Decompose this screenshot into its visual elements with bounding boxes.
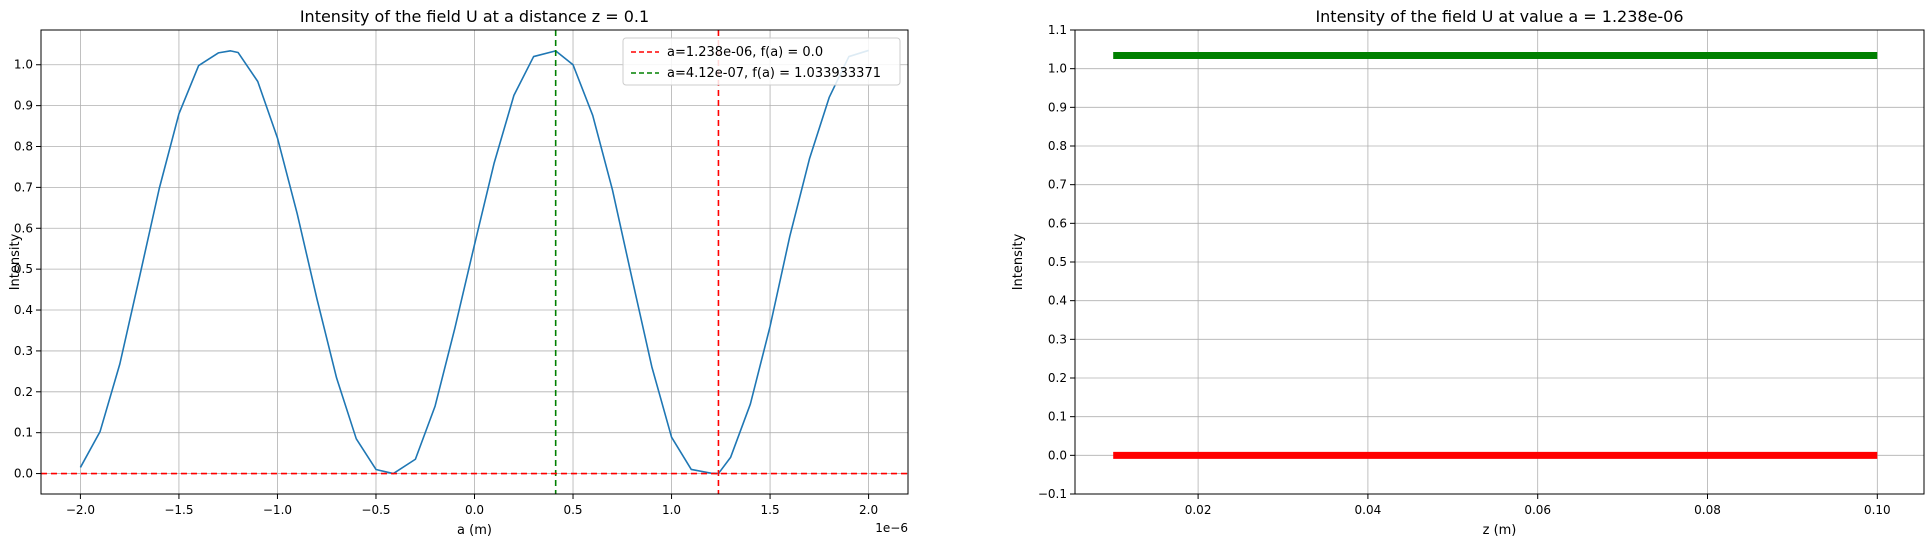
legend-label-green: a=4.12e-07, f(a) = 1.033933371 — [667, 66, 881, 81]
intensity-vs-a-chart: −2.0 −1.5 −1.0 −0.5 0.0 0.5 1.0 1.5 2.0 0.00.10.… — [8, 7, 909, 538]
y-tick-label: 1.1 — [1048, 23, 1067, 37]
x-tick-label: 0.04 — [1355, 503, 1382, 517]
y-axis: 0.0 0.1 0.2 0.3 0.4 0.5 0.6 0.7 0.8 0.9 1.0 — [14, 58, 41, 481]
y-tick-label: 0.3 — [14, 344, 33, 358]
y-tick-label: 0.7 — [14, 180, 33, 194]
x-axis-label: z (m) — [1483, 523, 1517, 538]
y-tick-label: 0.9 — [14, 99, 33, 113]
grid — [1075, 29, 1924, 495]
x-tick-label: 0.06 — [1524, 503, 1551, 517]
x-tick-label: −1.5 — [164, 503, 193, 517]
x-tick-label: −2.0 — [66, 503, 95, 517]
y-tick-label: 0.1 — [1048, 410, 1067, 424]
y-tick-label: 0.9 — [1048, 100, 1067, 114]
y-tick-label: 1.0 — [14, 58, 33, 72]
y-tick-label: 0.4 — [14, 303, 33, 317]
y-tick-label: 0.1 — [14, 426, 33, 440]
grid — [41, 30, 908, 494]
x-tick-label: 0.02 — [1185, 503, 1212, 517]
y-tick-label: 0.0 — [14, 467, 33, 481]
x-axis-offset-label: 1e−6 — [875, 521, 908, 535]
series-line-0 — [79, 49, 869, 475]
x-tick-label: 1.0 — [662, 503, 681, 517]
y-tick-label: 0.6 — [1048, 216, 1067, 230]
x-tick-label: 0.5 — [563, 503, 582, 517]
y-axis: −0.1 0.0 0.1 0.2 0.3 0.4 0.5 0.6 0.7 0.8 0.9 1.0 1.1 — [1038, 23, 1075, 501]
legend-label-red: a=1.238e-06, f(a) = 0.0 — [667, 45, 823, 60]
y-axis-label: Intensity — [8, 233, 23, 290]
y-tick-label: 0.2 — [1048, 371, 1067, 385]
x-tick-label: −0.5 — [361, 503, 390, 517]
legend: a=1.238e-06, f(a) = 0.0 a=4.12e-07, f(a)… — [622, 37, 901, 86]
intensity-vs-z-chart: 0.02 0.04 0.06 0.08 0.10 −0.1 0.0 0.1 0.2 0.3 0.4… — [1011, 7, 1925, 538]
y-tick-label: 0.7 — [1048, 178, 1067, 192]
legend-box — [622, 37, 901, 86]
x-axis-label: a (m) — [457, 523, 492, 538]
y-tick-label: 1.0 — [1048, 62, 1067, 76]
x-tick-label: 0.0 — [465, 503, 484, 517]
x-tick-label: 0.10 — [1864, 503, 1891, 517]
x-tick-label: −1.0 — [263, 503, 292, 517]
y-axis-label: Intensity — [1011, 233, 1026, 290]
x-tick-label: 2.0 — [859, 503, 878, 517]
y-tick-label: 0.5 — [1048, 255, 1067, 269]
series-layer — [1113, 52, 1878, 459]
chart-title: Intensity of the field U at value a = 1.… — [1315, 7, 1683, 26]
y-tick-label: −0.1 — [1038, 487, 1067, 501]
x-axis: 0.02 0.04 0.06 0.08 0.10 — [1185, 494, 1891, 517]
y-tick-label: 0.8 — [1048, 139, 1067, 153]
series-layer — [41, 30, 908, 494]
y-tick-label: 0.2 — [14, 385, 33, 399]
y-tick-label: 0.4 — [1048, 294, 1067, 308]
y-tick-label: 0.5 — [14, 262, 33, 276]
y-tick-label: 0.8 — [14, 140, 33, 154]
chart-title: Intensity of the field U at a distance z… — [300, 7, 649, 26]
x-tick-label: 1.5 — [761, 503, 780, 517]
y-tick-label: 0.3 — [1048, 332, 1067, 346]
x-tick-label: 0.08 — [1694, 503, 1721, 517]
y-tick-label: 0.6 — [14, 221, 33, 235]
x-axis: −2.0 −1.5 −1.0 −0.5 0.0 0.5 1.0 1.5 2.0 — [66, 494, 878, 517]
y-tick-label: 0.0 — [1048, 448, 1067, 462]
